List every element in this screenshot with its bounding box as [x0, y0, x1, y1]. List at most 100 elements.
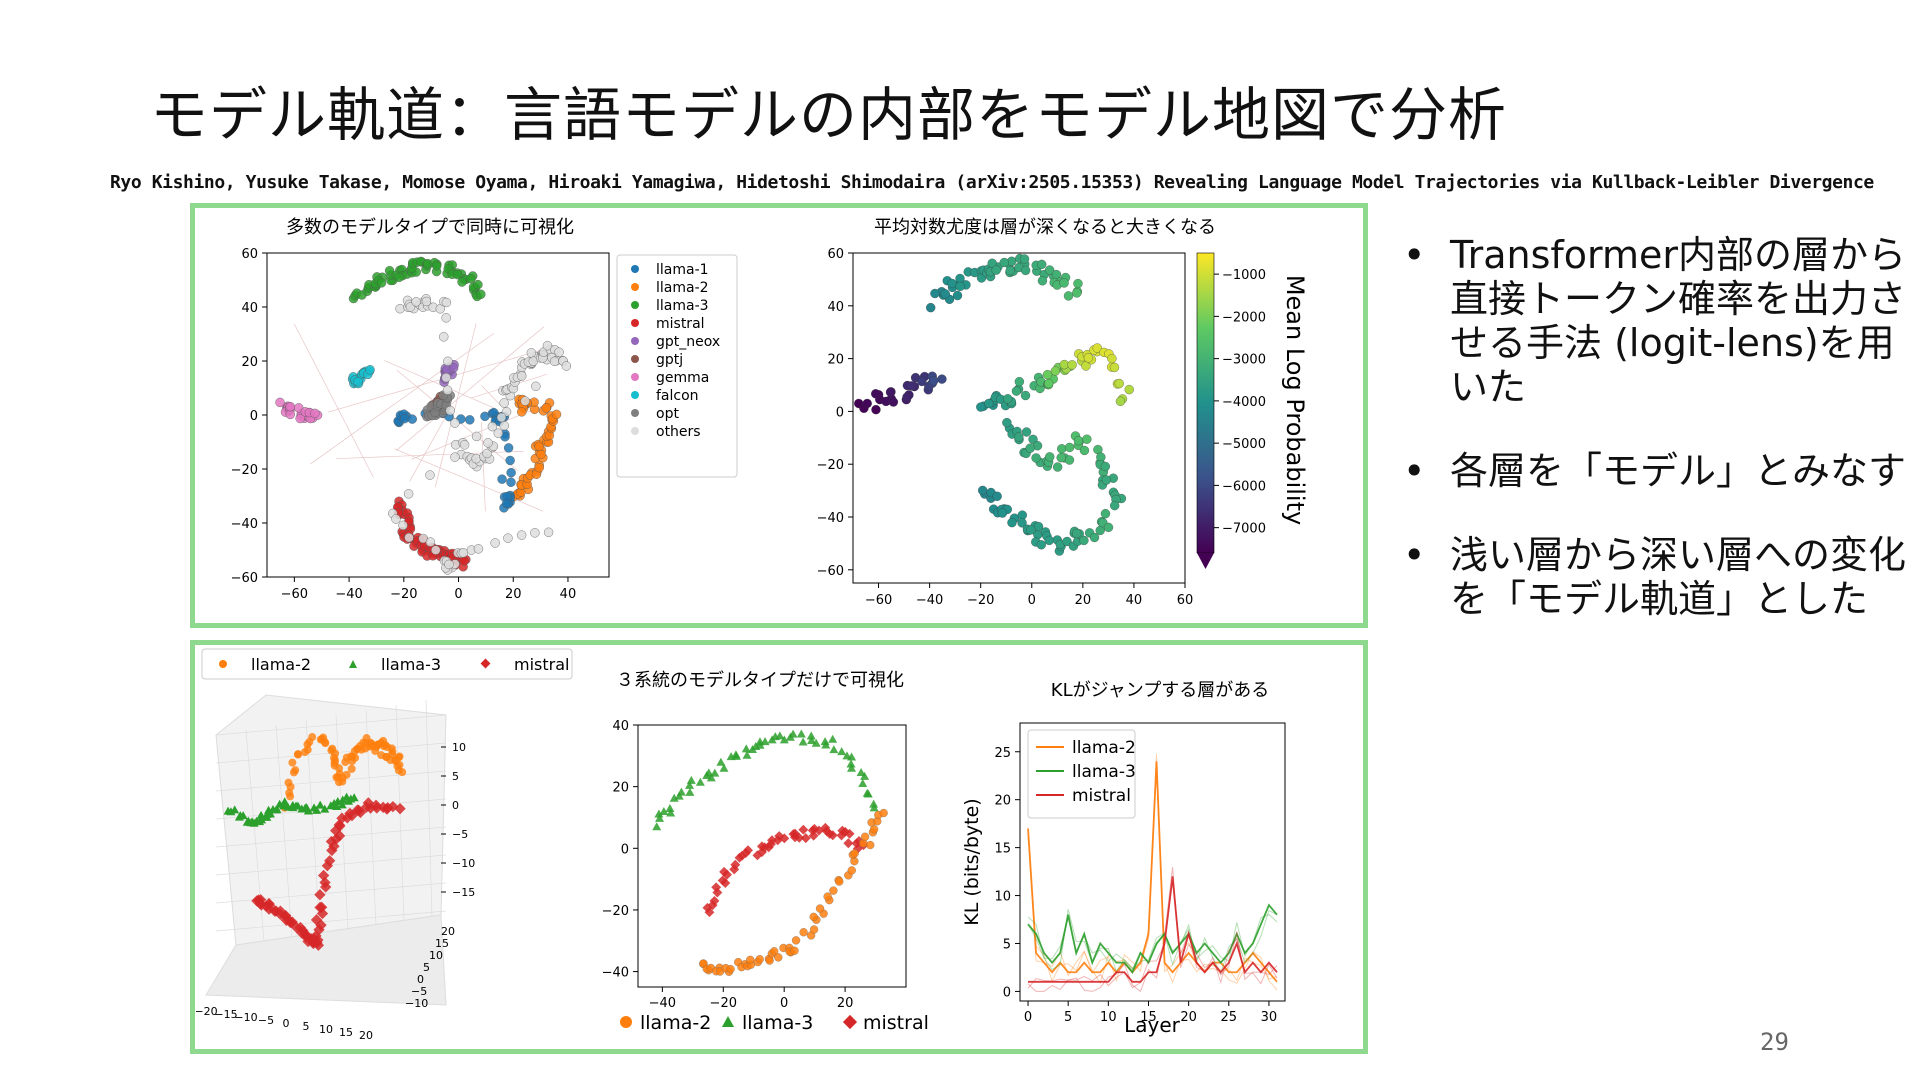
- data-point: [815, 904, 825, 913]
- data-point: [709, 895, 720, 906]
- legend-marker: [631, 391, 639, 399]
- data-point: [1114, 378, 1124, 389]
- data-point: [654, 809, 664, 818]
- data-point: [794, 832, 805, 843]
- colorbar-label: Mean Log Probability: [1281, 275, 1309, 525]
- x-tick-label: 60: [1177, 593, 1194, 608]
- legend-marker: [631, 355, 639, 363]
- data-point: [1026, 525, 1036, 535]
- data-point: [847, 763, 857, 772]
- data-points: [223, 733, 407, 951]
- svg-text:llama-2: llama-2: [251, 655, 311, 674]
- legend-label: falcon: [656, 388, 699, 404]
- x-tick-label: −40: [649, 996, 676, 1011]
- grid-line: [215, 770, 447, 792]
- data-point: [775, 731, 785, 740]
- series-line: [1027, 913, 1278, 970]
- y-tick-label: 5: [423, 961, 430, 974]
- x-tick-label: −40: [916, 593, 943, 608]
- axis-ticks: −60 −40 −20 0 20 40 60 40 20 0 −20 −40 −60: [231, 247, 577, 602]
- y-tick-label: 60: [241, 247, 258, 262]
- data-point: [711, 882, 722, 893]
- data-point: [295, 413, 305, 424]
- data-point: [505, 455, 515, 466]
- data-point: [365, 742, 374, 751]
- data-point: [1017, 518, 1027, 528]
- data-point: [1092, 343, 1102, 353]
- x-tick-label: 0: [780, 996, 788, 1011]
- x-tick-label: 25: [1221, 1010, 1238, 1025]
- data-point: [534, 441, 544, 452]
- legend-label: llama-3: [1072, 762, 1136, 782]
- y-tick-label: 15: [435, 937, 449, 950]
- x-tick-label: 0: [1028, 593, 1036, 608]
- data-point: [659, 806, 669, 815]
- data-point: [407, 414, 417, 424]
- bottom-figure-frame: [190, 640, 1368, 1054]
- data-point: [1100, 509, 1111, 519]
- x-tick-label: 20: [1180, 1010, 1197, 1025]
- legend-label: llama-3: [656, 298, 709, 314]
- colorbar-tick-label: −5000: [1222, 437, 1266, 452]
- trajectory-line: [481, 421, 486, 512]
- chart-title: ３系統のモデルタイプだけで可視化: [616, 670, 904, 691]
- colorbar-tick-label: −6000: [1222, 479, 1266, 494]
- x-tick-label: 5: [303, 1020, 310, 1033]
- y-tick-label: −40: [817, 511, 844, 526]
- data-point: [1056, 452, 1066, 463]
- data-point: [320, 738, 329, 747]
- chart-log-probability: 平均対数尤度は層が深くなると大きくなる −60 −40 −20 0 20 40 60 60 40…: [817, 217, 1309, 608]
- data-point: [827, 830, 838, 841]
- x-tick-label: −60: [865, 593, 892, 608]
- data-point: [275, 397, 285, 408]
- y-tick-label: 10: [994, 890, 1011, 905]
- data-point: [444, 559, 454, 570]
- data-point: [503, 443, 514, 453]
- data-point: [1044, 378, 1054, 389]
- plot-area: [852, 252, 1186, 584]
- data-point: [310, 408, 320, 419]
- x-tick-label: 20: [1075, 593, 1092, 608]
- colorbar-tick-label: −1000: [1222, 268, 1266, 283]
- bullet-item: • 各層を「モデル」とみなす: [1395, 449, 1915, 493]
- data-point: [1110, 500, 1120, 511]
- y-tick-label: 0: [836, 405, 844, 420]
- data-point: [312, 805, 322, 814]
- data-point: [1052, 462, 1063, 472]
- data-point: [937, 374, 947, 384]
- grid-line: [215, 734, 237, 946]
- data-point: [520, 396, 530, 406]
- legend-label: llama-2: [1072, 738, 1136, 758]
- x-tick-label: 10: [319, 1023, 333, 1036]
- data-point: [473, 279, 483, 290]
- data-point: [1020, 265, 1031, 276]
- legend-marker: [631, 265, 639, 273]
- data-point: [976, 402, 986, 412]
- chart-title: 平均対数尤度は層が深くなると大きくなる: [874, 217, 1216, 238]
- data-point: [837, 747, 847, 756]
- colorbar-extend: [1197, 553, 1214, 569]
- data-point: [1050, 366, 1061, 376]
- data-point: [860, 832, 870, 841]
- x-tick-label: 15: [339, 1026, 353, 1039]
- data-point: [230, 805, 240, 814]
- y-tick-label: 10: [429, 949, 443, 962]
- colorbar-tick-label: −3000: [1222, 353, 1266, 368]
- x-tick-label: 20: [505, 587, 522, 602]
- data-point: [1028, 434, 1038, 445]
- data-point: [790, 946, 799, 955]
- series-line: [1027, 903, 1278, 974]
- y-tick-label: 0: [1003, 985, 1011, 1000]
- data-point: [506, 477, 516, 487]
- data-point: [774, 953, 783, 962]
- data-point: [858, 778, 868, 787]
- data-point: [303, 806, 313, 815]
- trajectory-line: [394, 448, 544, 512]
- data-point: [928, 376, 939, 386]
- data-point: [665, 804, 675, 813]
- data-point: [726, 965, 735, 974]
- data-point: [710, 768, 720, 777]
- y-tick-label: −60: [817, 564, 844, 579]
- data-point: [536, 449, 546, 460]
